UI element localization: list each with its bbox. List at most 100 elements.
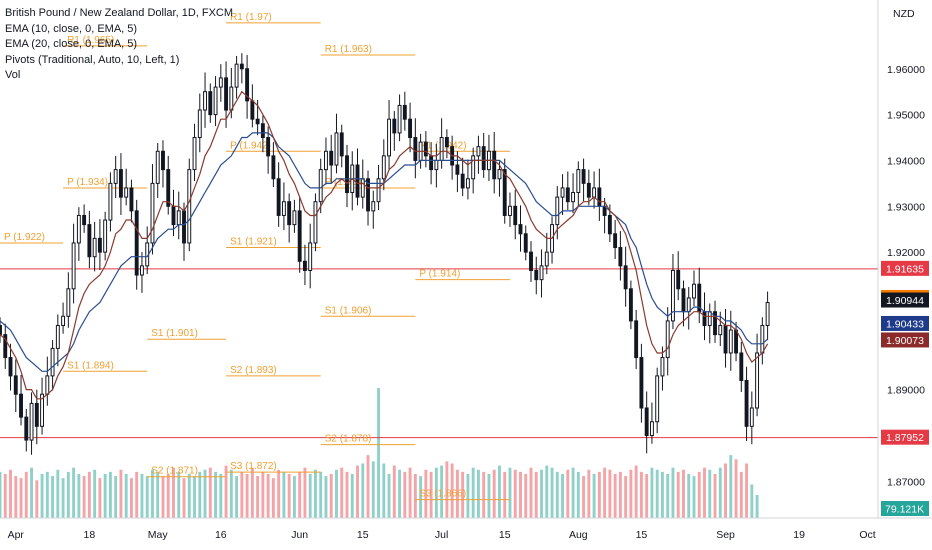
- volume-bar: [314, 469, 317, 518]
- volume-bar: [203, 469, 207, 518]
- volume-bar: [387, 473, 391, 518]
- candle-body: [728, 329, 733, 354]
- volume-bar: [208, 467, 212, 518]
- price-axis[interactable]: NZD: [0, 0, 932, 519]
- candle-body: [613, 233, 618, 249]
- volume-bar: [729, 455, 733, 518]
- candle-body: [66, 288, 71, 317]
- volume-bar: [524, 473, 528, 518]
- volume-bar: [61, 478, 65, 518]
- volume-bar: [19, 478, 23, 518]
- candle-body: [355, 164, 360, 198]
- volume-bar: [455, 469, 459, 518]
- pivot-label: S1 (1.906): [325, 305, 372, 316]
- candle-body: [581, 169, 586, 184]
- candle-body: [250, 100, 255, 120]
- candle-body: [276, 178, 281, 216]
- candle-body: [423, 141, 428, 157]
- volume-bar: [413, 473, 417, 518]
- pivot-label: S2 (1.893): [230, 365, 277, 376]
- candle-body: [586, 182, 591, 198]
- candle-body: [324, 150, 328, 171]
- legend-pivots[interactable]: Pivots (Traditional, Auto, 10, Left, 1): [5, 53, 180, 66]
- volume-bar: [14, 476, 18, 518]
- volume-bar: [745, 463, 749, 518]
- volume-bar: [750, 484, 754, 518]
- candle-body: [387, 118, 391, 157]
- chart-legend: British Pound / New Zealand Dollar, 1D, …: [5, 6, 233, 84]
- volume-bar: [245, 473, 249, 518]
- pivot-label: S1 (1.921): [230, 237, 277, 248]
- volume-bar: [361, 463, 365, 518]
- candle-body: [765, 302, 770, 326]
- volume-bar: [545, 465, 549, 518]
- candle-body: [187, 169, 192, 244]
- volume-bar: [508, 467, 512, 518]
- candle-body: [150, 182, 155, 244]
- volume-bar: [329, 473, 333, 518]
- volume-bar: [87, 471, 91, 518]
- volume-bar: [445, 461, 449, 518]
- volume-bar: [335, 469, 338, 518]
- volume-bar: [177, 471, 181, 518]
- pivot-label: P (1.922): [4, 232, 45, 243]
- pivot-label: S2 (1.878): [325, 434, 372, 445]
- volume-bar: [566, 469, 570, 518]
- candle-body: [534, 269, 539, 281]
- volume-bar: [3, 473, 7, 518]
- candle-body: [271, 155, 276, 180]
- x-tick-label: Jun: [291, 529, 308, 541]
- candle-body: [192, 137, 197, 171]
- candle-body: [376, 178, 381, 203]
- candle-body: [287, 201, 292, 226]
- candle-body: [13, 375, 18, 395]
- volume-bar: [634, 465, 638, 518]
- candle-body: [518, 224, 523, 235]
- volume-bar: [356, 465, 359, 518]
- candle-body: [392, 118, 397, 134]
- candle-body: [539, 265, 544, 281]
- legend-ema10[interactable]: EMA (10, close, 0, EMA, 5): [5, 22, 138, 35]
- volume-bar: [324, 476, 328, 518]
- volume-bar: [519, 471, 522, 518]
- volume-bar: [319, 471, 323, 518]
- price-tag-bg: [881, 332, 929, 348]
- volume-bar: [608, 469, 612, 518]
- y-tick-labels: 1.96000 1.95000 1.94000 1.93000 1.92000 1.890…: [887, 64, 925, 489]
- volume-bar: [24, 471, 28, 518]
- candle-body: [213, 86, 218, 116]
- volume-bar: [571, 467, 575, 518]
- volume-bar: [271, 478, 275, 518]
- volume-bar: [303, 467, 307, 518]
- candle-body: [471, 155, 476, 180]
- volume-bar: [419, 476, 423, 518]
- candle-body: [713, 311, 717, 336]
- volume-bar: [461, 471, 465, 518]
- candle-body: [429, 155, 434, 171]
- candle-body: [434, 159, 439, 171]
- pivot-label: R1 (1.97): [230, 12, 272, 23]
- volume-bar: [534, 471, 538, 518]
- legend-ema20[interactable]: EMA (20, close, 0, EMA, 5): [5, 38, 138, 50]
- volume-bar: [503, 471, 507, 518]
- pivot-label: S3 (1.872): [230, 461, 277, 472]
- legend-vol[interactable]: Vol: [5, 69, 21, 81]
- pivot-label: P (1.914): [419, 269, 460, 280]
- candle-body: [76, 214, 81, 244]
- candle-body: [71, 242, 76, 290]
- x-tick-label: Sep: [716, 529, 735, 541]
- candle-body: [308, 242, 313, 271]
- candle-body: [497, 169, 502, 180]
- volume-bar: [660, 471, 664, 518]
- pivot-label: P (1.942): [230, 140, 271, 151]
- volume-bar: [298, 471, 302, 518]
- pivot-label: R1 (1.965): [67, 35, 114, 46]
- volume-bar: [692, 476, 696, 518]
- volume-bar: [340, 467, 344, 518]
- legend-title: British Pound / New Zealand Dollar, 1D, …: [5, 7, 234, 19]
- volume-bar: [434, 467, 438, 518]
- volume-bar: [618, 471, 622, 518]
- volume-bar: [219, 473, 223, 518]
- volume-bar: [166, 473, 170, 518]
